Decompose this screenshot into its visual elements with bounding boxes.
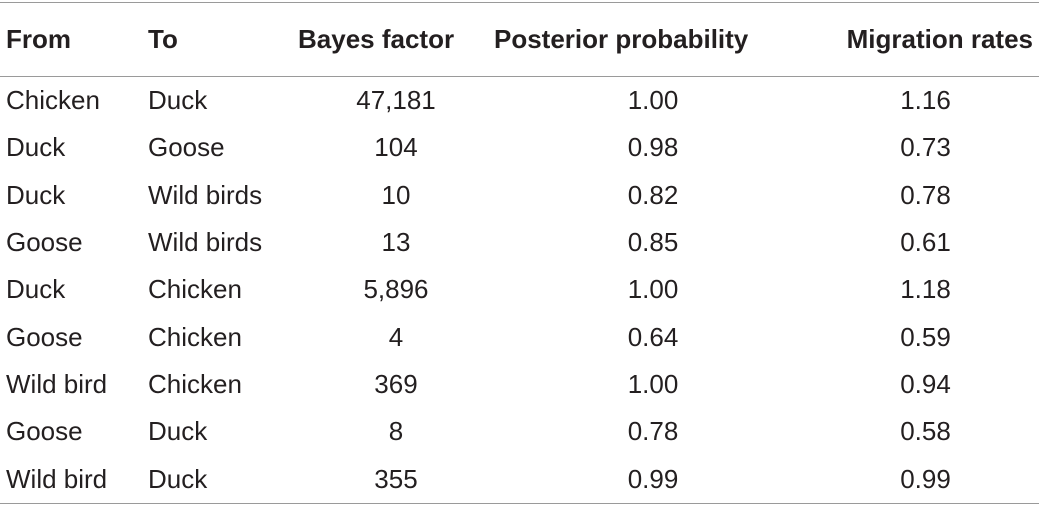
table-row: Wild bird Duck 355 0.99 0.99 xyxy=(0,455,1039,504)
table-cell: Wild bird xyxy=(6,368,108,399)
column-header: From xyxy=(0,2,148,77)
table-cell: 47,181 xyxy=(356,85,436,116)
table-cell: Duck xyxy=(148,85,208,116)
table-cell: 0.99 xyxy=(812,455,1039,504)
table-cell: 0.61 xyxy=(900,227,951,258)
table-cell: Duck xyxy=(148,416,208,447)
column-header: Bayes factor xyxy=(298,2,494,77)
table-cell: 1.16 xyxy=(900,85,951,116)
table-cell: 5,896 xyxy=(363,274,429,305)
table-cell: 0.98 xyxy=(627,132,679,163)
table-row: Goose Chicken 4 0.64 0.59 xyxy=(0,313,1039,360)
table-cell: 0.78 xyxy=(900,179,951,210)
table-cell: Chicken xyxy=(148,321,242,352)
table-cell: Goose xyxy=(6,321,83,352)
table-row: Goose Wild birds 13 0.85 0.61 xyxy=(0,219,1039,266)
table-cell: 0.73 xyxy=(900,132,951,163)
table-cell: 0.94 xyxy=(900,368,951,399)
table-cell: Chicken xyxy=(6,85,100,116)
table-cell: 104 xyxy=(374,132,418,163)
table-cell: 8 xyxy=(388,416,404,447)
column-header: Migration rates xyxy=(812,2,1039,77)
table-cell: 369 xyxy=(374,368,418,399)
table-cell: 0.59 xyxy=(900,321,951,352)
table-cell: Duck xyxy=(6,132,66,163)
column-header: To xyxy=(148,2,298,77)
table-row: Duck Wild birds 10 0.82 0.78 xyxy=(0,172,1039,219)
table-cell: Goose xyxy=(148,132,225,163)
table-cell: 0.85 xyxy=(627,227,679,258)
table-cell: 1.00 xyxy=(627,368,679,399)
table-cell: 1.18 xyxy=(900,274,951,305)
table-cell: 0.99 xyxy=(494,455,812,504)
header-row: From To Bayes factor Posterior probability M… xyxy=(0,2,1039,77)
table-cell: Goose xyxy=(6,416,83,447)
table-row: Duck Goose 104 0.98 0.73 xyxy=(0,124,1039,171)
table-cell: Wild birds xyxy=(148,227,263,258)
table-cell: Chicken xyxy=(148,368,242,399)
table-cell: 0.58 xyxy=(900,416,951,447)
column-header: Posterior probability xyxy=(494,2,812,77)
table-cell: Duck xyxy=(148,455,298,504)
data-table: From To Bayes factor Posterior probability M… xyxy=(0,2,1039,504)
table-cell: 0.82 xyxy=(627,179,679,210)
table-cell: Wild birds xyxy=(148,179,263,210)
table-row: Duck Chicken 5,896 1.00 1.18 xyxy=(0,266,1039,313)
table-cell: 13 xyxy=(381,227,411,258)
table-cell: 10 xyxy=(381,179,411,210)
table-cell: Duck xyxy=(6,274,66,305)
table-body: Chicken Duck 47,181 1.00 1.16 Duck Goose 104 0.9… xyxy=(0,77,1039,504)
table-cell: Duck xyxy=(6,179,66,210)
table-cell: Goose xyxy=(6,227,83,258)
table-header: From To Bayes factor Posterior probability M… xyxy=(0,2,1039,77)
table-cell: 4 xyxy=(388,321,404,352)
table-cell: Wild bird xyxy=(0,455,148,504)
table-cell: 1.00 xyxy=(627,274,679,305)
table-cell: 0.78 xyxy=(627,416,679,447)
table-row: Chicken Duck 47,181 1.00 1.16 xyxy=(0,77,1039,125)
table-cell: 355 xyxy=(298,455,494,504)
table-row: Goose Duck 8 0.78 0.58 xyxy=(0,408,1039,455)
table-cell: 1.00 xyxy=(627,85,679,116)
table-row: Wild bird Chicken 369 1.00 0.94 xyxy=(0,361,1039,408)
table-cell: 0.64 xyxy=(627,321,679,352)
table-cell: Chicken xyxy=(148,274,242,305)
